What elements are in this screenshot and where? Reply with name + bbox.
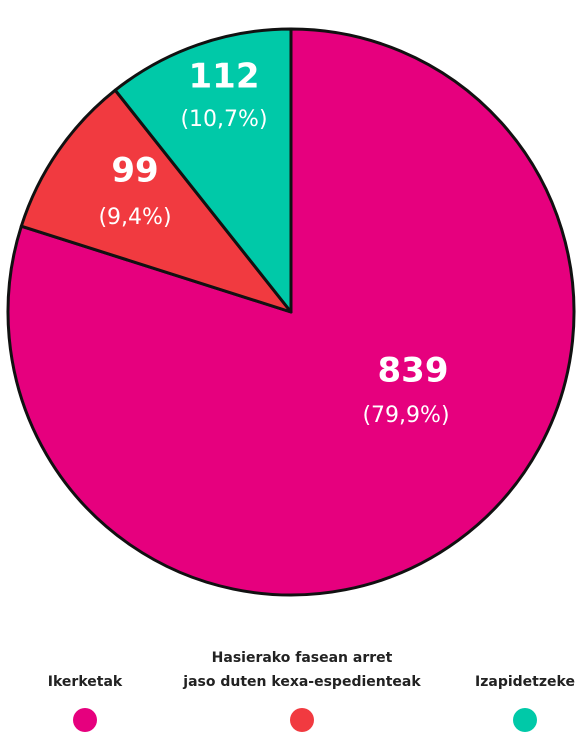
value-label: 112 bbox=[189, 57, 260, 97]
percent-label: (79,9%) bbox=[362, 403, 449, 428]
pie-slice bbox=[113, 27, 293, 314]
pie-slice bbox=[19, 88, 293, 314]
legend-label: Izapidetzeke bbox=[475, 674, 575, 690]
legend-label: jaso duten kexa-espedienteak bbox=[182, 674, 421, 690]
legend-marker bbox=[513, 708, 537, 732]
percent-label: (10,7%) bbox=[180, 107, 267, 132]
value-label: 839 bbox=[378, 351, 449, 391]
legend-marker bbox=[290, 708, 314, 732]
legend-label: Ikerketak bbox=[48, 674, 123, 690]
percent-label: (9,4%) bbox=[98, 205, 171, 230]
legend-marker bbox=[73, 708, 97, 732]
legend-label: Hasierako fasean arret bbox=[212, 650, 393, 666]
value-label: 99 bbox=[111, 151, 158, 191]
